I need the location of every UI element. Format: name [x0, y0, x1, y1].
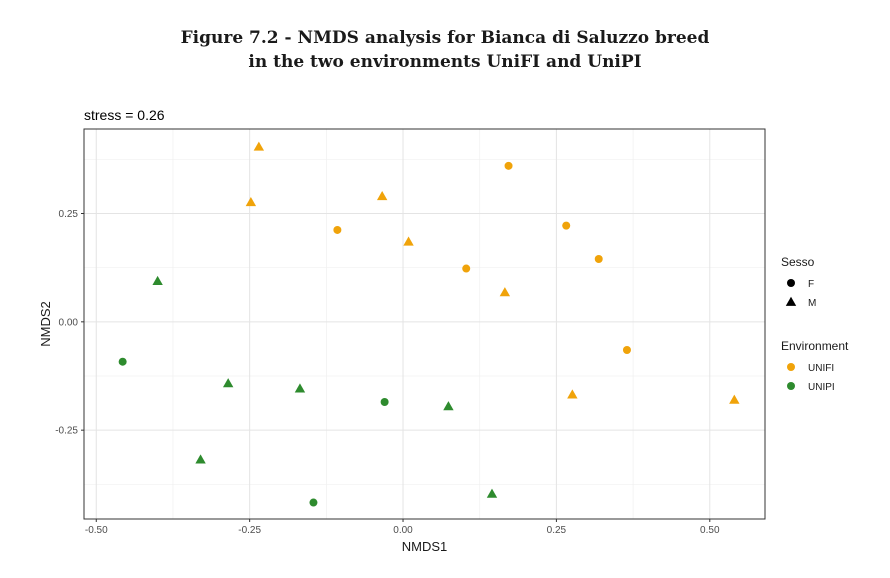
y-tick-label: 0.25 [59, 209, 79, 220]
point-unipi-m-triangle [294, 383, 306, 393]
legend-label-environment: UNIPI [808, 382, 835, 393]
point-unipi-m-triangle [486, 488, 498, 498]
axis-ticks: -0.50 -0.25 0.00 0.25 0.50 -0.25 0.00 0.25 [55, 209, 720, 536]
point-unifi-f-circle [562, 221, 571, 230]
legend-key-unipi [787, 382, 795, 390]
legend-label-environment: UNIFI [808, 363, 834, 374]
point-unipi-m-triangle [152, 275, 163, 285]
legend-title-environment: Environment [781, 339, 849, 353]
grid-lines [84, 129, 765, 519]
point-unifi-m-triangle [499, 287, 511, 297]
y-tick-label: -0.25 [55, 426, 78, 437]
point-unipi-m-triangle [222, 378, 234, 388]
legend-label-sesso: M [808, 298, 816, 309]
figure-title-line-1: Figure 7.2 - NMDS analysis for Bianca di… [180, 28, 710, 48]
point-unipi-m-triangle [195, 454, 206, 464]
x-tick-label: 0.00 [393, 525, 413, 536]
x-axis-title: NMDS1 [402, 539, 448, 554]
point-unifi-m-triangle [729, 394, 740, 404]
x-tick-label: -0.50 [85, 525, 108, 536]
legend: Sesso Environment FM UNIFI UNIPI [781, 255, 849, 393]
figure-title-line-2: in the two environments UniFI and UniPI [248, 52, 642, 72]
chart-subtitle: stress = 0.26 [84, 107, 165, 123]
point-unifi-m-triangle [376, 190, 388, 201]
point-unipi-f-circle [118, 357, 127, 366]
data-points [118, 141, 740, 507]
point-unifi-f-circle [594, 255, 603, 263]
legend-key-triangle [785, 296, 797, 306]
x-tick-label: -0.25 [238, 525, 261, 536]
legend-key-circle [787, 279, 795, 287]
x-tick-label: 0.50 [700, 525, 720, 536]
point-unifi-m-triangle [403, 236, 414, 246]
y-axis-title: NMDS2 [38, 301, 53, 347]
point-unifi-f-circle [622, 346, 631, 354]
figure-title: Figure 7.2 - NMDS analysis for Bianca di… [0, 26, 890, 74]
point-unifi-f-circle [504, 161, 513, 170]
point-unifi-m-triangle [245, 197, 257, 207]
point-unipi-f-circle [309, 498, 318, 507]
point-unipi-m-triangle [443, 401, 454, 411]
legend-label-sesso: F [808, 279, 814, 290]
plot-panel-border [83, 128, 766, 520]
point-unipi-f-circle [380, 398, 389, 406]
x-tick-label: 0.25 [547, 525, 567, 536]
legend-title-sesso: Sesso [781, 255, 815, 269]
point-unifi-f-circle [462, 264, 471, 273]
y-tick-label: 0.00 [59, 317, 79, 328]
point-unifi-m-triangle [253, 141, 265, 151]
point-unifi-f-circle [333, 225, 342, 234]
legend-key-unifi [787, 363, 795, 371]
point-unifi-m-triangle [567, 389, 578, 399]
